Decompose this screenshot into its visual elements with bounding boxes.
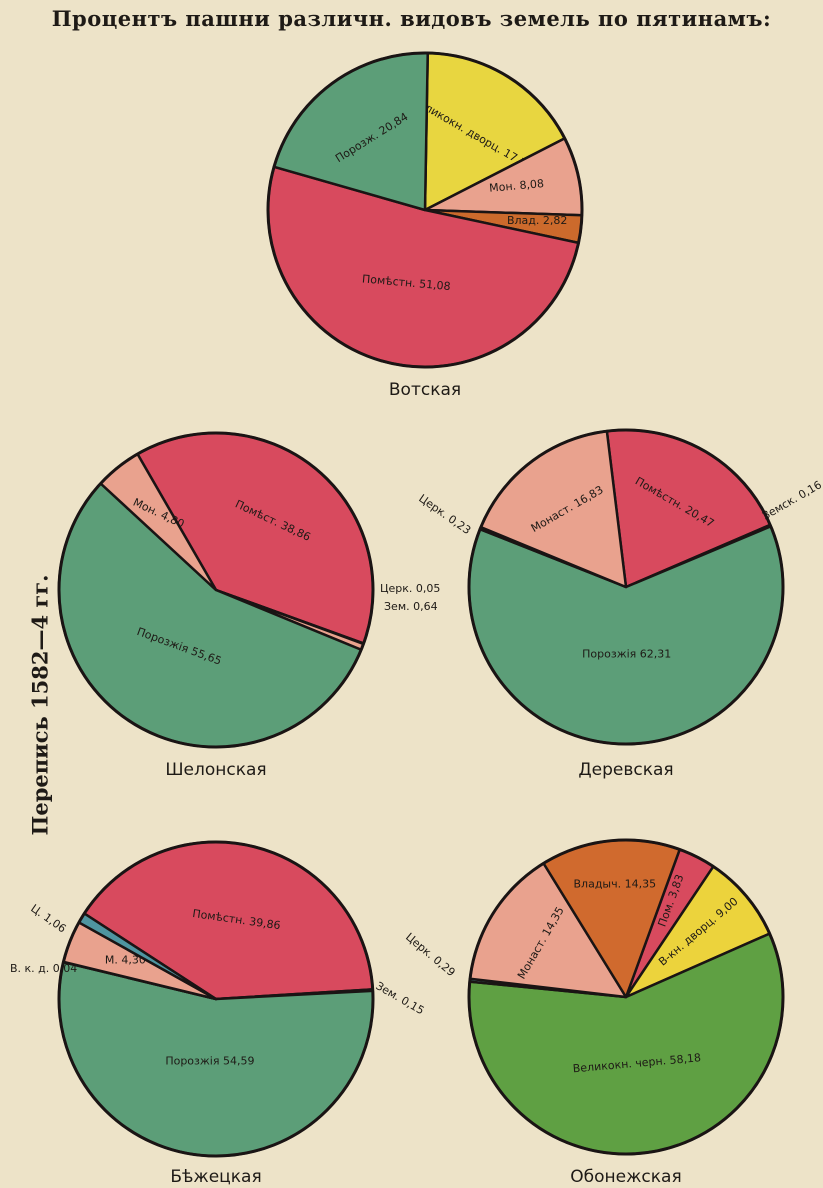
pie-name: Обонежская [570,1167,681,1187]
pie-name: Бѣжецкая [170,1167,261,1187]
pie-outline [467,428,785,746]
pie-name: Деревская [578,760,673,780]
slice-label: Влад. 2,82 [507,214,567,227]
pie-outline [57,431,375,749]
page-title: Процентъ пашни различн. видовъ земель по… [51,6,772,31]
slice-label: Земск. 0,16 [760,478,823,522]
slice-label: М. 4,30 [105,953,146,966]
slice-label: Зем. 0,15 [374,979,427,1017]
slice-label: Порозжія 62,31 [582,648,671,661]
slice-label: Зем. 0,64 [384,600,438,613]
pie-outline [266,51,584,369]
slice-label: Порозжія 54,59 [165,1055,254,1068]
slice-label: Мон. 8,08 [489,177,545,195]
slice-label: Владыч. 14,35 [574,878,657,891]
pie-name: Вотская [389,380,461,400]
pie-name: Шелонская [165,760,266,780]
slice-label: Ц. 1,06 [28,902,68,936]
slice-label: Церк. 0,23 [416,492,473,537]
slice-label: Церк. 0,29 [403,930,458,979]
slice-label: Церк. 0,05 [380,582,440,595]
pie-outline [467,838,785,1156]
pie-outline [57,840,375,1158]
